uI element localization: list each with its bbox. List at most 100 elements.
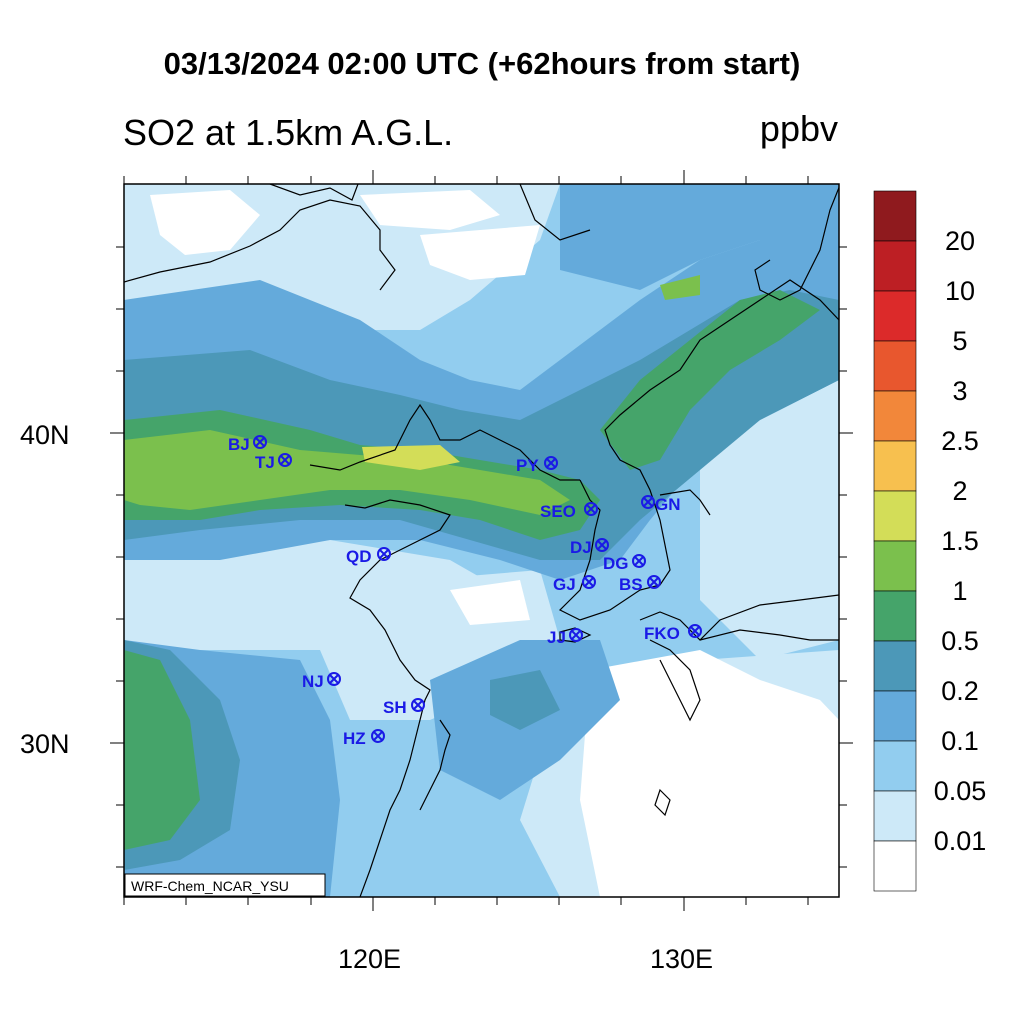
station-marker-icon [327, 672, 341, 686]
station-nj: NJ [302, 672, 341, 691]
station-gn: GN [641, 495, 681, 514]
coastline [124, 199, 396, 291]
units-label: ppbv [759, 108, 838, 149]
colorbar-label: 0.05 [934, 776, 987, 806]
station-marker-icon [634, 556, 644, 566]
model-credit: WRF-Chem_NCAR_YSU [124, 873, 326, 897]
coastline [754, 185, 839, 301]
colorbar-swatch [873, 690, 917, 742]
station-bs: BS [619, 575, 661, 594]
station-py: PY [516, 456, 558, 475]
colorbar-swatch [873, 340, 917, 392]
station-hz: HZ [343, 729, 385, 748]
station-marker-icon [544, 456, 558, 470]
station-marker-icon [413, 700, 423, 710]
station-fko: FKO [644, 624, 702, 643]
station-marker-icon [373, 731, 383, 741]
station-bj: BJ [228, 435, 267, 454]
colorbar-label: 2 [952, 476, 967, 506]
station-marker-icon [255, 437, 265, 447]
variable-label: SO2 at 1.5km A.G.L. [123, 112, 454, 153]
station-marker-icon [329, 674, 339, 684]
credit-text: WRF-Chem_NCAR_YSU [131, 878, 289, 894]
colorbar-swatch [873, 590, 917, 642]
colorbar-swatch [873, 290, 917, 342]
station-marker-icon [643, 497, 653, 507]
station-marker-icon [647, 575, 661, 589]
coastline [659, 489, 711, 516]
station-label: NJ [302, 672, 324, 691]
lat-tick-label: 40N [20, 420, 70, 450]
station-label: DG [603, 554, 629, 573]
station-qd: QD [346, 547, 391, 566]
station-label: FKO [644, 624, 680, 643]
colorbar-label: 0.5 [941, 626, 979, 656]
field-region [600, 290, 820, 470]
station-label: BS [619, 575, 643, 594]
field-region [560, 184, 839, 290]
station-marker-icon [280, 455, 290, 465]
map-frame [110, 170, 853, 911]
station-label: SEO [540, 502, 576, 521]
station-marker-icon [688, 624, 702, 638]
map-title: 03/13/2024 02:00 UTC (+62hours from star… [163, 46, 801, 81]
station-markers: BJ TJ PY SEO GN QD DJ DG GJ BS JJ FKO NJ SH HZ [228, 435, 702, 748]
station-marker-icon [546, 458, 556, 468]
colorbar-swatch [873, 740, 917, 792]
coastline [654, 788, 671, 817]
station-label: GN [655, 495, 681, 514]
field-region [660, 275, 700, 300]
station-label: SH [383, 698, 407, 717]
station-sh: SH [383, 698, 425, 717]
colorbar-label: 3 [952, 376, 967, 406]
coastline [309, 403, 580, 481]
station-tj: TJ [255, 453, 292, 472]
colorbar-swatch [873, 790, 917, 842]
station-marker-icon [377, 547, 391, 561]
station-label: DJ [570, 538, 592, 557]
colorbar-swatch [873, 640, 917, 692]
coastline [344, 499, 451, 897]
colorbar-swatch [873, 240, 917, 292]
field-region [360, 190, 500, 230]
station-label: PY [516, 456, 539, 475]
colorbar-swatch [873, 840, 917, 892]
colorbar-swatch [873, 440, 917, 492]
colorbar-swatch [873, 490, 917, 542]
station-marker-icon [595, 538, 609, 552]
station-jj: JJ [547, 628, 583, 647]
field-region [490, 670, 560, 730]
station-label: HZ [343, 729, 366, 748]
colorbar-label: 5 [952, 326, 967, 356]
field-region [420, 225, 540, 280]
station-label: QD [346, 547, 372, 566]
station-label: BJ [228, 435, 250, 454]
lon-tick-label: 120E [338, 944, 402, 974]
colorbar: 20 10 5 3 2.5 2 1.5 1 0.5 0.2 0.1 0.05 0.01 [873, 190, 987, 892]
station-marker-icon [597, 540, 607, 550]
field-region [150, 190, 260, 255]
colorbar-label: 1.5 [941, 526, 979, 556]
coastlines [124, 184, 839, 897]
coastline [519, 184, 591, 241]
colorbar-swatch [873, 390, 917, 442]
coastline [639, 594, 839, 641]
coastline [269, 184, 359, 201]
field-region [124, 650, 200, 850]
colorbar-label: 10 [945, 276, 975, 306]
station-marker-icon [586, 504, 596, 514]
field-region [124, 540, 520, 720]
station-marker-icon [690, 626, 700, 636]
colorbar-label: 1 [952, 576, 967, 606]
field-region [700, 380, 839, 660]
station-marker-icon [569, 628, 583, 642]
station-marker-icon [571, 630, 581, 640]
colorbar-label: 0.2 [941, 676, 979, 706]
concentration-field [124, 184, 839, 897]
field-region [450, 580, 530, 625]
station-dg: DG [603, 554, 646, 573]
field-region [124, 430, 570, 515]
station-label: GJ [553, 575, 576, 594]
station-marker-icon [582, 575, 596, 589]
